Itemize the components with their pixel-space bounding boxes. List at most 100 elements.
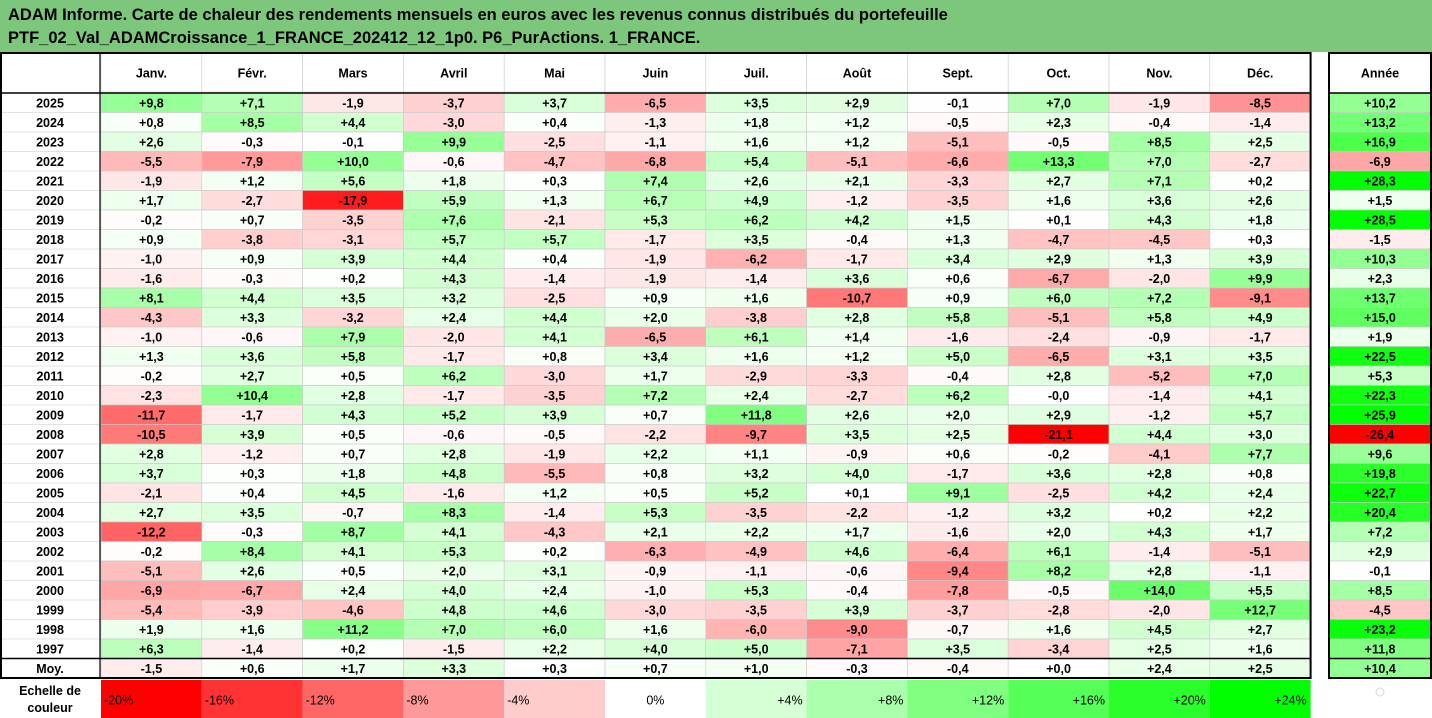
cell-value-label: +2,5 (945, 428, 970, 442)
cell-value-label: +4,6 (845, 545, 870, 559)
year-label: 2007 (36, 447, 64, 461)
cell-value-label: -5,2 (1149, 369, 1171, 383)
month-header-label: Mai (544, 67, 565, 81)
cell-value-label: +0,2 (341, 642, 366, 656)
cell-value-label: +1,6 (1248, 642, 1273, 656)
cell-value-label: +0,8 (139, 116, 164, 130)
scale-swatch (101, 680, 202, 718)
scale-label: -4% (507, 694, 529, 708)
year-label: 2000 (36, 584, 64, 598)
cell-value-label: +0,6 (945, 447, 970, 461)
cell-value-label: -5,1 (846, 155, 868, 169)
cell-value-label: -0,9 (645, 564, 667, 578)
year-label: 2016 (36, 272, 64, 286)
chart-title: ADAM Informe. Carte de chaleur des rende… (0, 0, 1432, 52)
year-label: 2010 (36, 389, 64, 403)
average-value-label: +3,3 (441, 662, 466, 676)
cell-value-label: +3,2 (1046, 506, 1071, 520)
watermark-logo (1375, 687, 1385, 697)
cell-value-label: +5,7 (1248, 408, 1273, 422)
cell-value-label: -5,1 (141, 564, 163, 578)
cell-value-label: -1,4 (1149, 389, 1171, 403)
cell-value-label: +0,8 (542, 350, 567, 364)
scale-label: +12% (972, 694, 1004, 708)
cell-value-label: +2,8 (845, 311, 870, 325)
month-header-label: Nov. (1146, 67, 1172, 81)
cell-value-label: +1,6 (1046, 623, 1071, 637)
cell-value-label: -1,6 (947, 525, 969, 539)
cell-value-label: -0,6 (443, 428, 465, 442)
cell-value-label: -8,5 (1249, 96, 1271, 110)
cell-value-label: -1,7 (443, 350, 465, 364)
cell-value-label: +0,8 (643, 467, 668, 481)
cell-value-label: +3,7 (542, 96, 567, 110)
header-cell (201, 52, 303, 93)
cell-value-label: -5,5 (544, 467, 566, 481)
cell-value-label: +3,6 (845, 272, 870, 286)
scale-label: -8% (406, 694, 428, 708)
cell-value-label: -1,4 (241, 642, 263, 656)
cell-value-label: +7,0 (1248, 369, 1273, 383)
cell-value-label: -4,6 (342, 603, 364, 617)
cell-value-label: -2,7 (241, 194, 263, 208)
year-label: 2009 (36, 408, 64, 422)
scale-swatch (403, 680, 505, 718)
chart-title-line-1: ADAM Informe. Carte de chaleur des rende… (8, 6, 948, 24)
cell-value-label: -2,8 (1048, 603, 1070, 617)
cell-value-label: +4,6 (542, 603, 567, 617)
cell-value-label: +1,3 (1147, 252, 1172, 266)
scale-label: +24% (1274, 694, 1306, 708)
cell-value-label: -4,3 (544, 525, 566, 539)
cell-value-label: +0,2 (341, 272, 366, 286)
cell-value-label: +3,6 (240, 350, 265, 364)
cell-value-label: +1,2 (845, 135, 870, 149)
cell-value-label: +4,1 (441, 525, 466, 539)
cell-value-label: -5,1 (1048, 311, 1070, 325)
cell-value-label: -2,7 (846, 389, 868, 403)
annual-value-label: +8,5 (1368, 584, 1393, 598)
year-label: 2001 (36, 564, 64, 578)
cell-value-label: -3,2 (342, 311, 364, 325)
year-label: 2008 (36, 428, 64, 442)
cell-value-label: +5,3 (643, 506, 668, 520)
cell-value-label: +1,8 (341, 467, 366, 481)
cell-value-label: +1,9 (139, 623, 164, 637)
cell-value-label: +0,9 (139, 233, 164, 247)
year-label: 2018 (36, 233, 64, 247)
cell-value-label: -0,2 (141, 545, 163, 559)
average-value-label: -0,3 (846, 662, 868, 676)
cell-value-label: +7,0 (441, 623, 466, 637)
cell-value-label: +7,7 (1248, 447, 1273, 461)
cell-value-label: +1,7 (1248, 525, 1273, 539)
cell-value-label: +1,3 (542, 194, 567, 208)
cell-value-label: -3,8 (745, 311, 767, 325)
heatmap: Janv. Févr. Mars Avril Mai Juin Juil. Août Sept.… (0, 52, 1432, 718)
cell-value-label: +1,3 (945, 233, 970, 247)
month-header-label: Avril (440, 67, 467, 81)
average-label: Moy. (36, 662, 64, 676)
cell-value-label: -1,9 (342, 96, 364, 110)
cell-value-label: +8,3 (441, 506, 466, 520)
scale-label: -20% (104, 694, 133, 708)
cell-value-label: +1,6 (643, 623, 668, 637)
year-label: 2011 (36, 369, 63, 383)
cell-value-label: -1,3 (645, 116, 667, 130)
average-value-label: -0,4 (947, 662, 969, 676)
scale-swatch (806, 680, 908, 718)
scale-swatch (1008, 680, 1109, 718)
cell-value-label: -1,2 (241, 447, 263, 461)
cell-value-label: -1,9 (645, 252, 667, 266)
cell-value-label: +2,0 (945, 408, 970, 422)
cell-value-label: +0,7 (643, 408, 668, 422)
cell-value-label: +7,1 (240, 96, 265, 110)
annual-value-label: +13,2 (1364, 116, 1396, 130)
annual-value-label: +7,2 (1368, 525, 1393, 539)
year-label: 2014 (36, 311, 64, 325)
cell-value-label: -11,7 (137, 408, 165, 422)
scale-swatch (201, 680, 303, 718)
cell-value-label: +4,3 (1147, 525, 1172, 539)
cell-value-label: +3,5 (240, 506, 265, 520)
cell-value-label: +1,6 (744, 135, 769, 149)
annual-value-label: -26,4 (1366, 428, 1395, 442)
cell-value-label: +1,6 (240, 623, 265, 637)
